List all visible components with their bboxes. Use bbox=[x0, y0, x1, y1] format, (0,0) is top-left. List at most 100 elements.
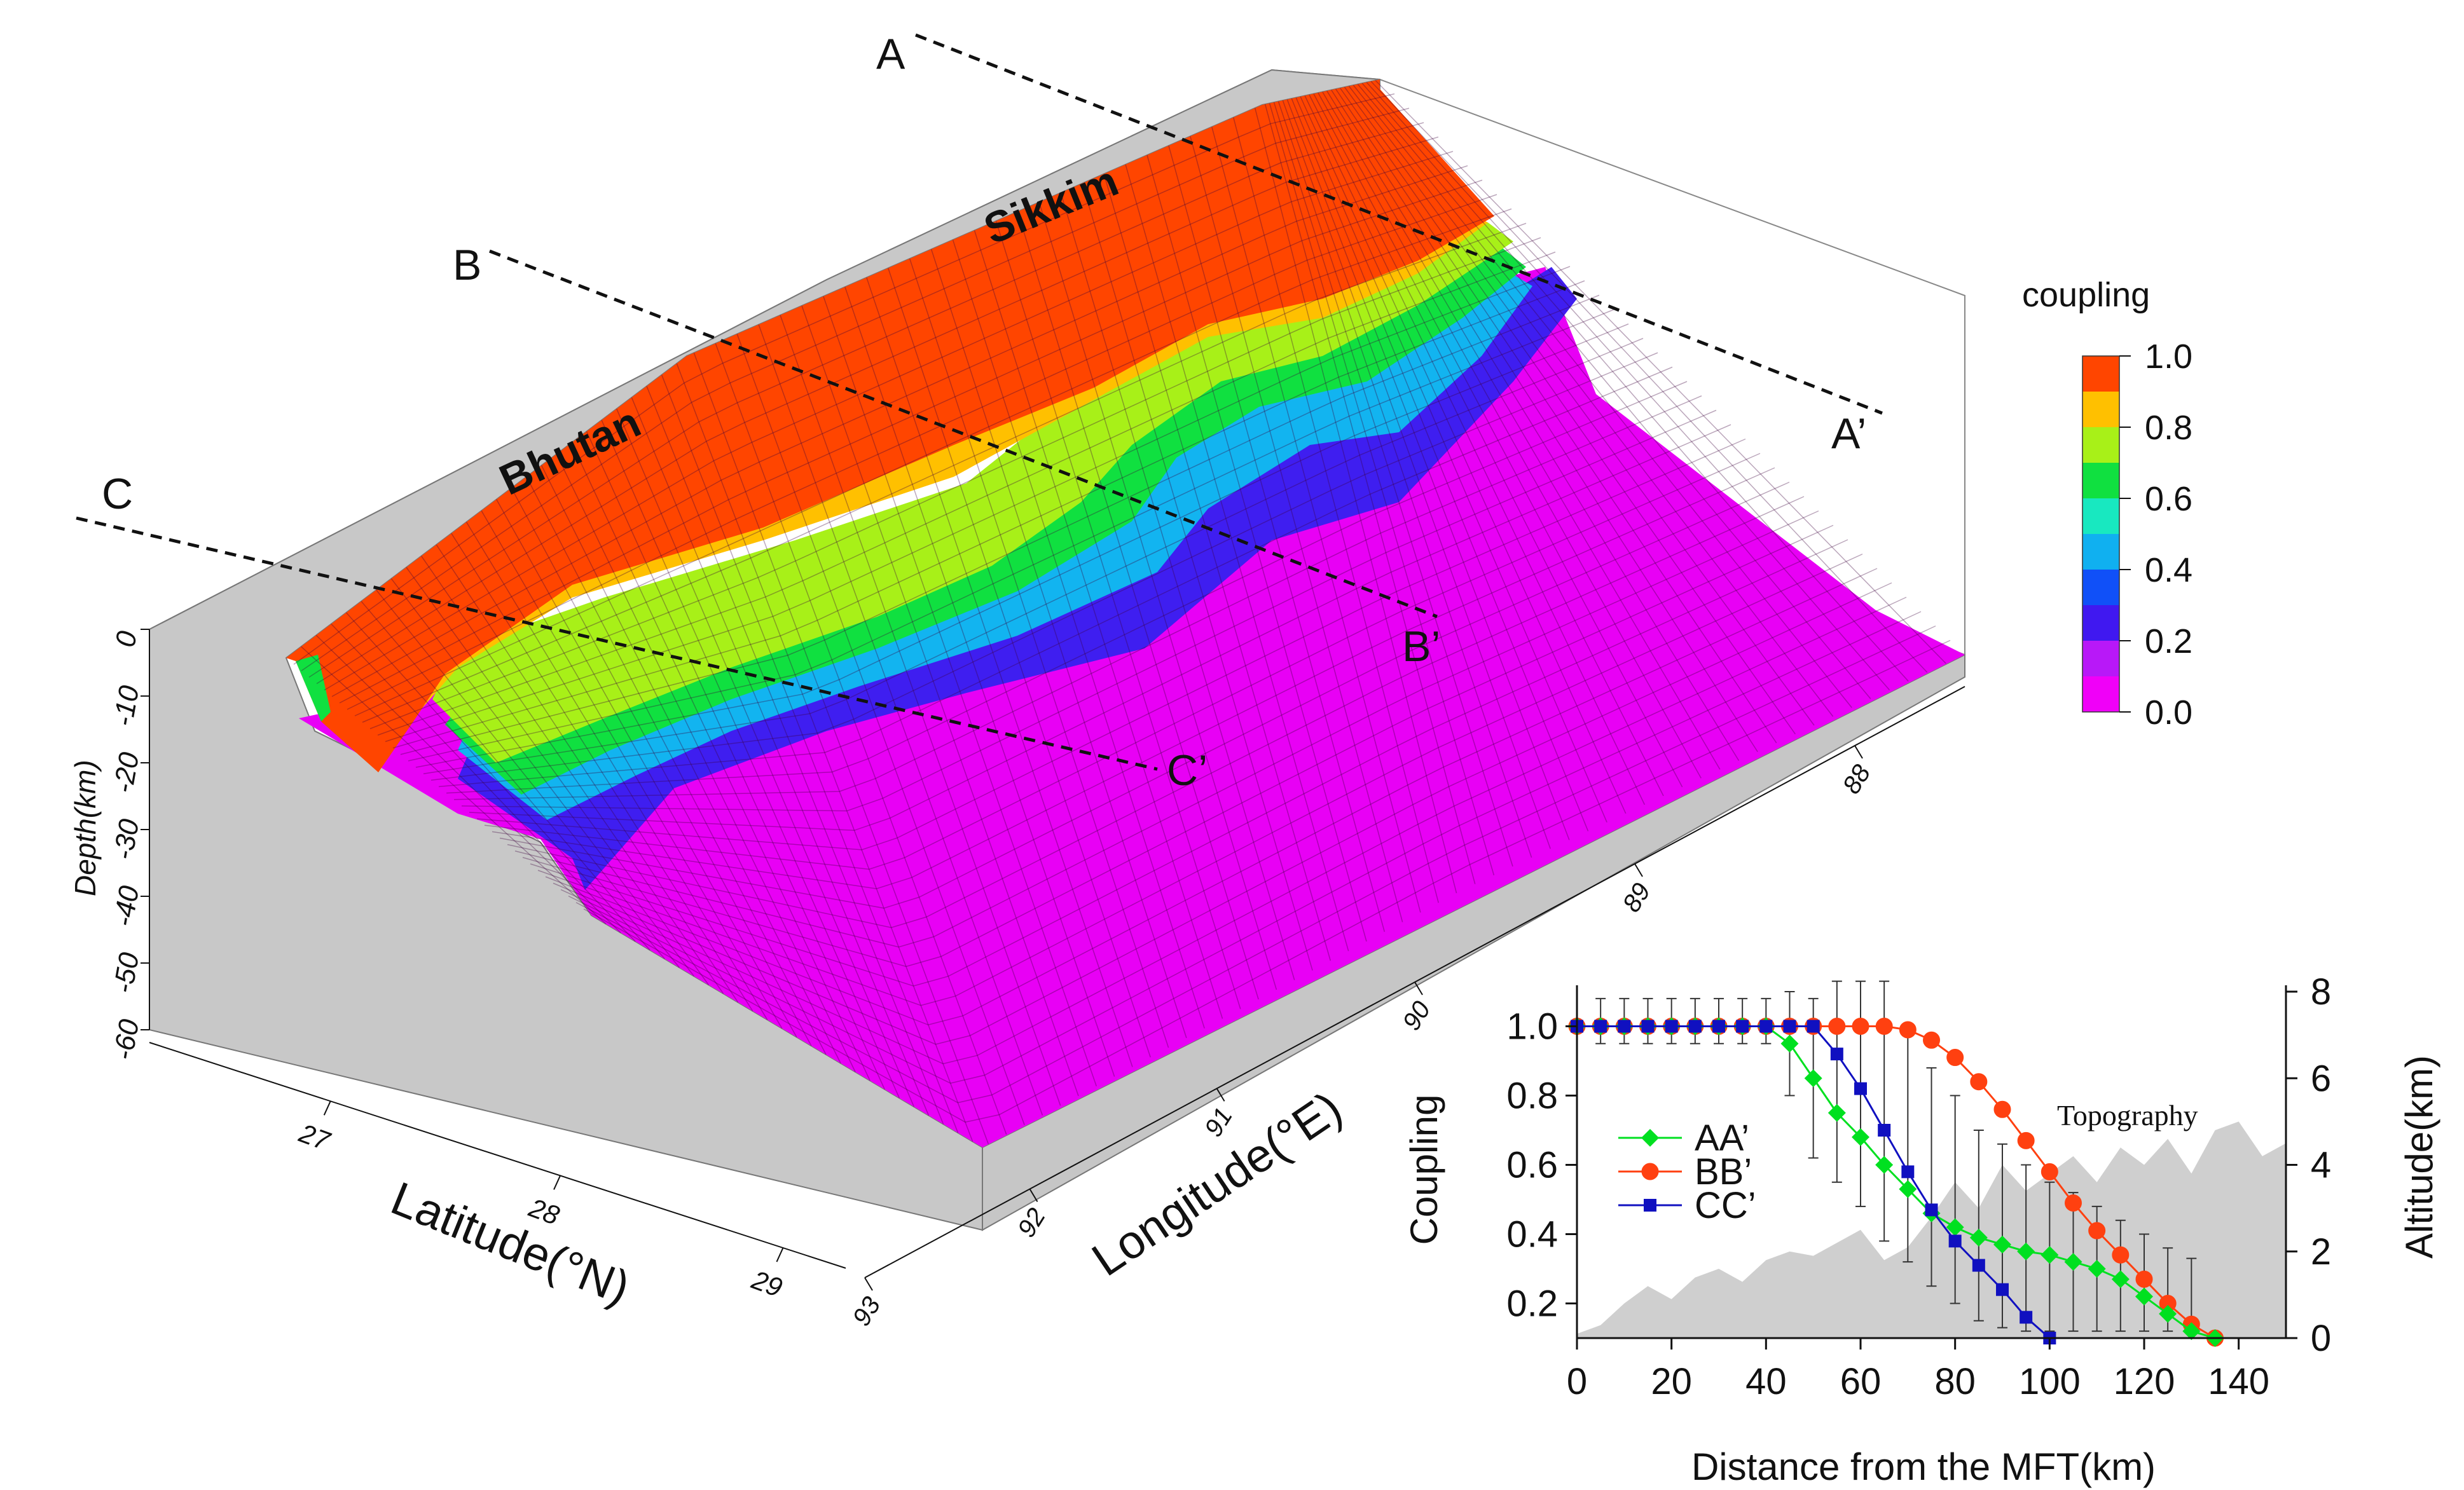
mesh-line bbox=[293, 93, 1395, 665]
mesh-line bbox=[331, 165, 1468, 697]
longitude-tick bbox=[1029, 1188, 1038, 1203]
front-face bbox=[982, 653, 1965, 1231]
legend-marker bbox=[1641, 1129, 1659, 1147]
series-point bbox=[1996, 1283, 2009, 1296]
mesh-line bbox=[446, 381, 1688, 794]
inset-x-tick-label: 40 bbox=[1745, 1361, 1787, 1402]
mesh-line bbox=[1190, 136, 1403, 922]
profile-label-a-end: A’ bbox=[1831, 409, 1866, 458]
mesh-line bbox=[507, 496, 1805, 929]
mesh-line bbox=[514, 510, 1819, 948]
series-point bbox=[2041, 1246, 2059, 1264]
profile-label-b-end: B’ bbox=[1402, 622, 1440, 671]
series-point bbox=[1969, 1228, 1988, 1247]
legend-label: BB’ bbox=[1695, 1151, 1752, 1193]
mesh-line bbox=[1331, 90, 1758, 753]
depth-tick-label: -30 bbox=[107, 816, 145, 862]
mesh-line bbox=[465, 521, 768, 1020]
latitude-axis-label: Latitude(°N) bbox=[384, 1172, 637, 1315]
mesh-line bbox=[1233, 117, 1439, 903]
colorbar-tick-label: 0.2 bbox=[2145, 622, 2192, 660]
series-point bbox=[2135, 1287, 2153, 1306]
longitude-tick-label: 89 bbox=[1618, 878, 1656, 917]
series-point bbox=[2017, 1242, 2035, 1261]
colorbar-segment bbox=[2082, 498, 2119, 535]
mesh-line bbox=[556, 454, 856, 1072]
mesh-line bbox=[676, 363, 974, 1142]
mesh-line bbox=[347, 194, 1497, 710]
series-point bbox=[1878, 1124, 1891, 1137]
mesh-line bbox=[1318, 92, 1702, 779]
series-point bbox=[1923, 1031, 1940, 1049]
colorbar-segment bbox=[2082, 427, 2119, 463]
mesh-line bbox=[345, 612, 650, 951]
inset-x-tick-label: 0 bbox=[1567, 1361, 1587, 1402]
mesh-line bbox=[469, 424, 1731, 831]
inset-x-tick-label: 100 bbox=[2019, 1361, 2081, 1402]
mesh-line bbox=[1361, 83, 1890, 690]
mesh-line bbox=[362, 222, 1527, 723]
legend-marker bbox=[1641, 1163, 1659, 1180]
profile-label-c-end: C’ bbox=[1167, 746, 1208, 795]
series-point bbox=[2112, 1246, 2130, 1264]
mesh-line bbox=[1322, 92, 1721, 770]
series-point bbox=[1828, 1018, 1846, 1035]
mesh-line bbox=[1286, 99, 1570, 840]
mesh-line bbox=[400, 294, 1600, 755]
mesh-line bbox=[1339, 88, 1796, 735]
latitude-tick bbox=[553, 1175, 561, 1190]
series-point bbox=[1618, 1020, 1631, 1033]
depth-axis: 0 -10 -20 -30 -40 -50 -60 bbox=[107, 629, 150, 1062]
profile-label-a-start: A bbox=[876, 30, 905, 78]
mesh-line bbox=[1264, 104, 1476, 884]
colorbar-segment bbox=[2082, 570, 2119, 606]
inset-y-tick-label: 0.4 bbox=[1506, 1214, 1558, 1255]
inset-x-tick-label: 120 bbox=[2114, 1361, 2175, 1402]
mesh-line bbox=[390, 578, 695, 977]
surface-mesh bbox=[293, 79, 1951, 1145]
series-point bbox=[1783, 1020, 1796, 1033]
colorbar-tick-label: 0.0 bbox=[2145, 694, 2192, 732]
inset-y-tick-label: 1.0 bbox=[1506, 1006, 1558, 1048]
mesh-line bbox=[1277, 101, 1532, 858]
colorbar-segment bbox=[2082, 676, 2119, 713]
longitude-tick bbox=[1634, 863, 1643, 877]
depth-tick-label: -10 bbox=[107, 683, 145, 728]
series-point bbox=[1946, 1049, 1964, 1067]
mesh-line bbox=[553, 582, 1892, 1045]
mesh-line bbox=[522, 524, 1834, 967]
depth-tick-label: 0 bbox=[109, 629, 143, 650]
mesh-line bbox=[1357, 84, 1871, 699]
colorbar: 1.0 0.8 0.6 0.4 0.2 0.0 bbox=[2082, 338, 2192, 732]
mesh-line bbox=[736, 334, 1025, 1125]
series-point bbox=[1852, 1018, 1869, 1035]
mesh-line bbox=[1370, 81, 1928, 673]
mesh-line bbox=[496, 499, 797, 1037]
mesh-line bbox=[451, 533, 754, 1011]
mesh-line bbox=[453, 395, 1702, 800]
mesh-line bbox=[780, 315, 1061, 1106]
mesh-line bbox=[571, 442, 871, 1081]
series-point bbox=[2182, 1322, 2201, 1341]
mesh-line bbox=[1038, 202, 1277, 990]
series-point bbox=[2111, 1270, 2130, 1288]
mesh-line bbox=[484, 453, 1761, 870]
mesh-line bbox=[974, 230, 1223, 1019]
mesh-line bbox=[616, 408, 915, 1107]
mesh-line bbox=[1348, 86, 1834, 717]
legend-label: AA’ bbox=[1695, 1118, 1749, 1159]
series-point bbox=[1899, 1021, 1917, 1039]
series-point bbox=[1804, 1069, 1822, 1088]
mesh-line bbox=[568, 611, 1922, 1084]
mesh-line bbox=[601, 420, 900, 1098]
mesh-line bbox=[575, 625, 1936, 1104]
latitude-axis-line bbox=[149, 1042, 846, 1269]
mesh-line bbox=[930, 249, 1187, 1039]
series-point bbox=[1993, 1100, 2011, 1118]
series-point bbox=[1854, 1082, 1867, 1095]
series-point bbox=[1875, 1156, 1894, 1174]
mesh-line bbox=[301, 646, 607, 925]
mesh-line bbox=[408, 309, 1614, 762]
colorbar-segment bbox=[2082, 392, 2119, 428]
